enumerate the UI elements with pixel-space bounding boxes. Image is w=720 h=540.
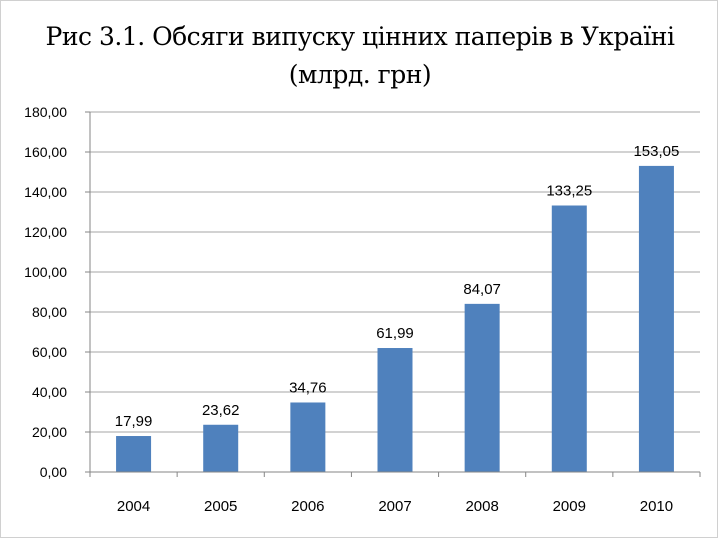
data-label-2010: 153,05 xyxy=(633,143,679,160)
chart-title: Рис 3.1. Обсяги випуску цінних паперів в… xyxy=(0,18,720,94)
data-label-2008: 84,07 xyxy=(463,281,501,298)
data-label-2005: 23,62 xyxy=(202,402,240,419)
bar-2006 xyxy=(290,402,326,472)
label-layer: 0,00 20,00 40,00 60,00 80,00 100,00 120,00 140,… xyxy=(24,104,679,515)
axis-layer xyxy=(85,111,701,477)
bar-2009 xyxy=(551,205,587,472)
bar-2004 xyxy=(116,436,152,472)
y-tick-label: 20,00 xyxy=(32,424,67,440)
y-tick-label: 120,00 xyxy=(24,224,67,240)
y-tick-label: 0,00 xyxy=(40,464,67,480)
x-tick-label-2008: 2008 xyxy=(465,498,498,515)
data-label-2009: 133,25 xyxy=(546,183,592,200)
bar-2005 xyxy=(203,424,239,472)
y-tick-label: 40,00 xyxy=(32,384,67,400)
chart-title-line-1: Рис 3.1. Обсяги випуску цінних паперів в… xyxy=(45,22,675,51)
x-tick-label-2005: 2005 xyxy=(204,498,237,515)
x-tick-label-2006: 2006 xyxy=(291,498,324,515)
bar-2008 xyxy=(464,303,500,472)
x-tick-label-2010: 2010 xyxy=(640,498,673,515)
bar-2007 xyxy=(377,348,413,472)
data-label-2004: 17,99 xyxy=(115,413,153,430)
x-tick-label-2004: 2004 xyxy=(117,498,150,515)
y-tick-label: 60,00 xyxy=(32,344,67,360)
bar-2010 xyxy=(638,165,674,472)
x-tick-label-2007: 2007 xyxy=(378,498,411,515)
x-tick-label-2009: 2009 xyxy=(553,498,586,515)
bar-layer xyxy=(116,165,674,472)
data-label-2006: 34,76 xyxy=(289,379,327,396)
y-tick-label: 80,00 xyxy=(32,304,67,320)
y-tick-label: 160,00 xyxy=(24,144,67,160)
data-label-2007: 61,99 xyxy=(376,325,414,342)
y-tick-label: 140,00 xyxy=(24,184,67,200)
chart-title-line-2: (млрд. грн) xyxy=(288,60,432,89)
y-tick-label: 100,00 xyxy=(24,264,67,280)
y-tick-label: 180,00 xyxy=(24,104,67,120)
